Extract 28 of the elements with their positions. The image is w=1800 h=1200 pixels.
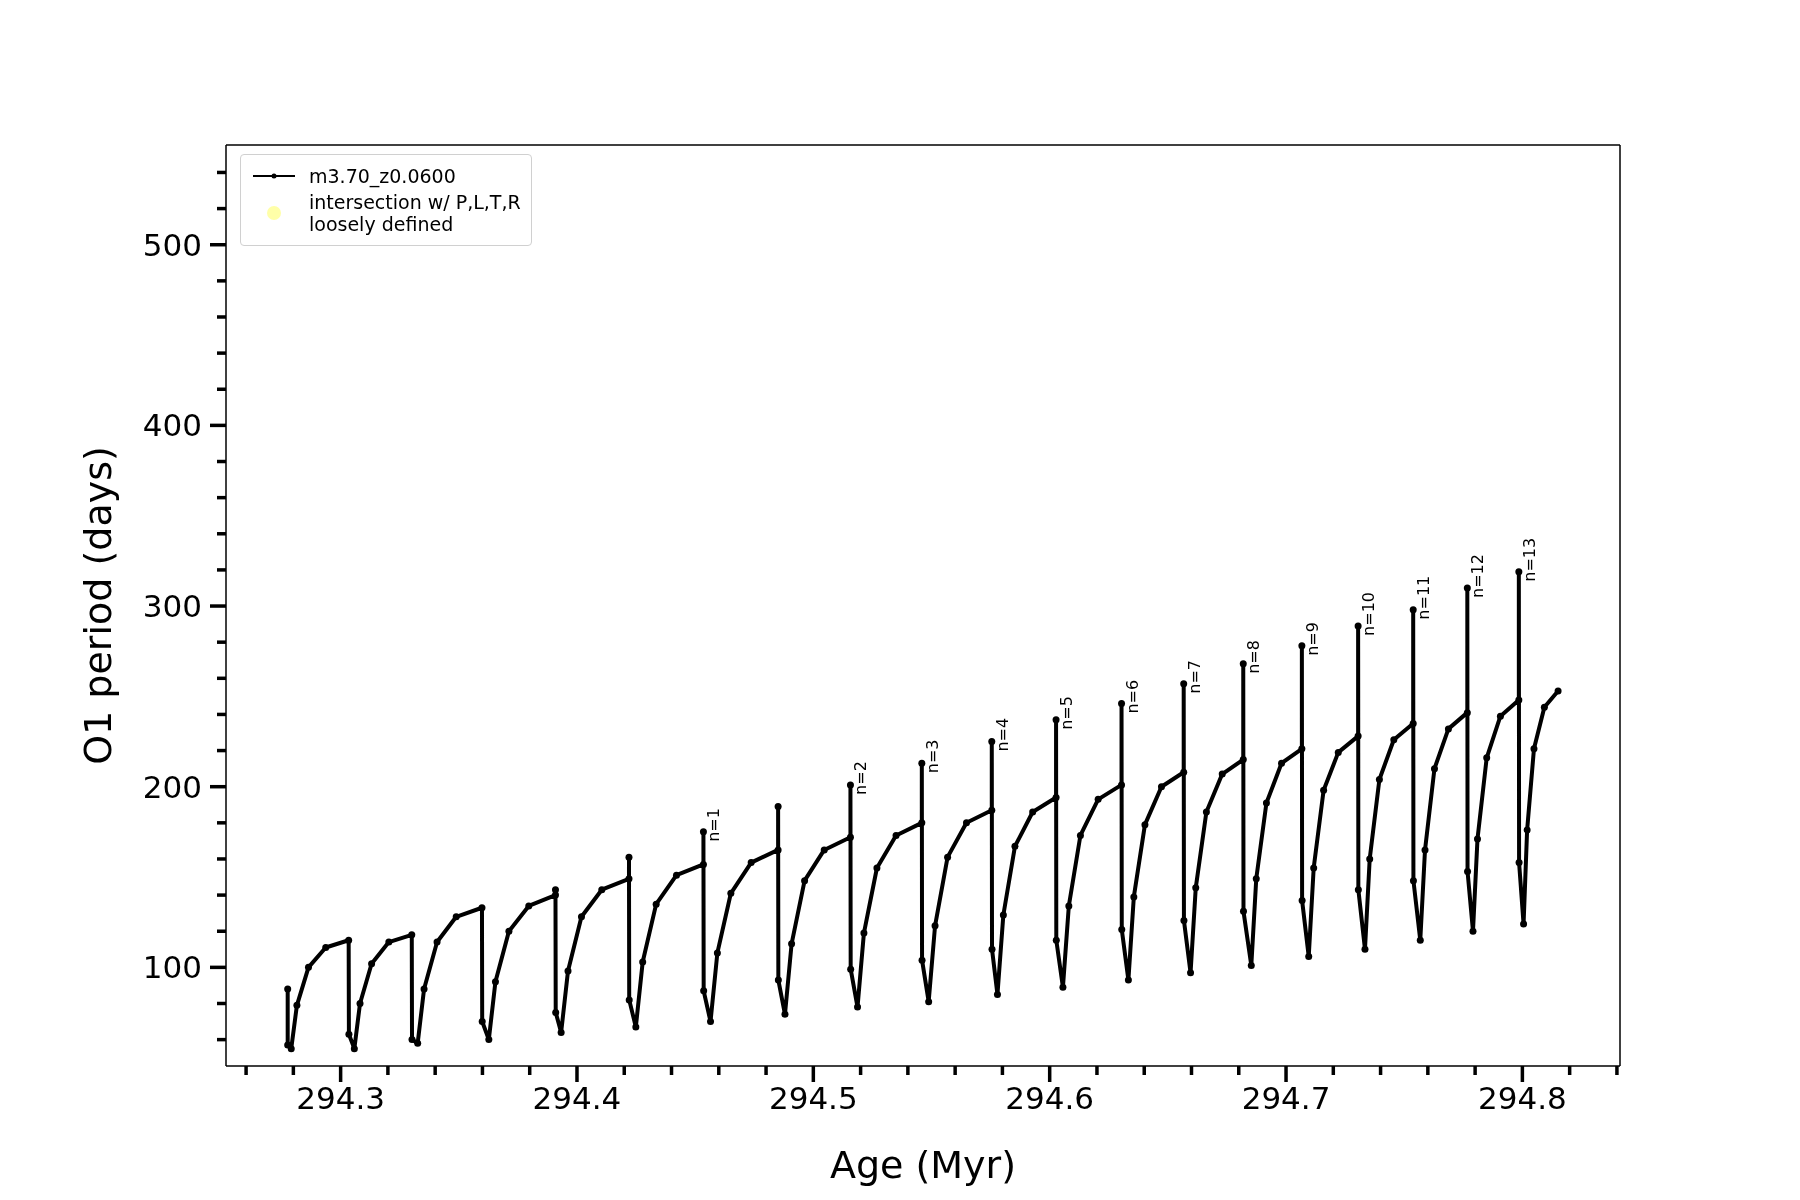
x-tick-label: 294.5 [768, 1080, 858, 1116]
annotation: n=8 [1244, 640, 1264, 674]
legend-label: intersection w/ P,L,T,R loosely defined [309, 191, 521, 235]
annotation: n=13 [1519, 537, 1539, 582]
y-axis-title: O1 period (days) [76, 446, 121, 765]
annotation: n=6 [1122, 679, 1142, 714]
y-tick-label: 500 [142, 226, 202, 263]
x-tick-label: 294.4 [532, 1080, 622, 1116]
annotation: n=10 [1359, 592, 1379, 636]
annotation: n=7 [1184, 659, 1204, 694]
annotation: n=2 [851, 761, 871, 795]
annotation: n=4 [992, 717, 1012, 752]
annotation: n=1 [704, 808, 724, 842]
x-axis-title: Age (Myr) [829, 1143, 1017, 1187]
y-tick-label: 400 [142, 407, 202, 444]
annotation: n=3 [922, 739, 942, 774]
x-tick-label: 294.7 [1241, 1080, 1331, 1116]
annotation: n=12 [1468, 554, 1488, 598]
annotation: n=11 [1414, 575, 1434, 620]
y-tick-label: 200 [142, 768, 202, 805]
y-tick-label: 300 [142, 588, 202, 625]
legend-label: m3.70_z0.0600 [309, 165, 456, 187]
annotation: n=9 [1302, 622, 1322, 656]
annotation: n=5 [1057, 696, 1077, 730]
x-tick-label: 294.6 [1005, 1080, 1095, 1116]
x-tick-label: 294.8 [1478, 1080, 1567, 1116]
y-tick-label: 100 [142, 949, 202, 986]
x-tick-label: 294.3 [296, 1080, 386, 1116]
